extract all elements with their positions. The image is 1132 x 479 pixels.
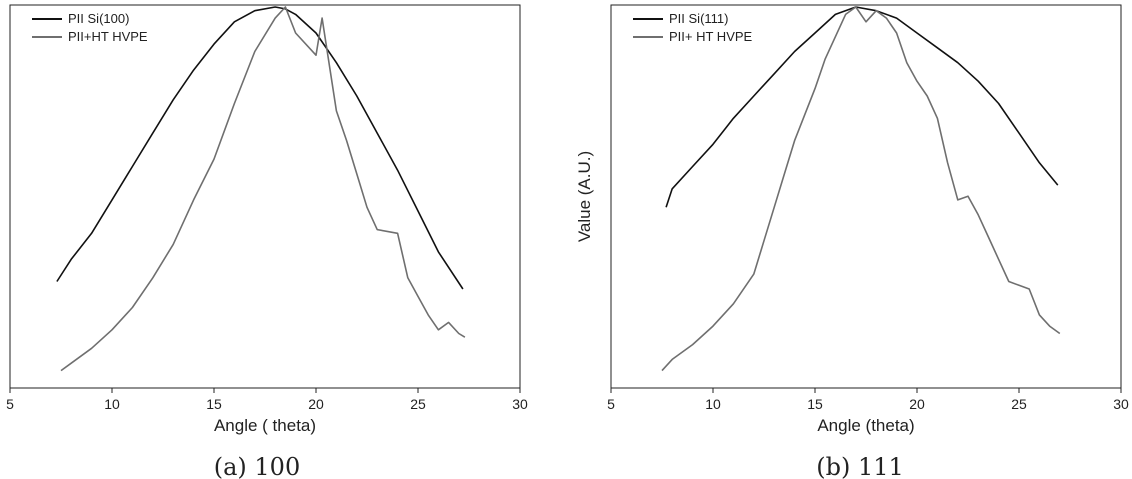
plot-frame xyxy=(9,4,521,389)
x-tick-label: 10 xyxy=(705,396,721,412)
chart-panel-a: 5 10 15 20 25 30 Angle ( theta) PII Si(100) PII+… xyxy=(6,4,528,479)
panel-caption: (b) 111 xyxy=(816,453,904,479)
x-axis-title: Angle ( theta) xyxy=(214,416,316,435)
series-line-2 xyxy=(60,6,466,372)
x-tick-label: 30 xyxy=(512,396,528,412)
series-line-2 xyxy=(661,6,1061,372)
x-tick-label: 15 xyxy=(206,396,222,412)
x-tick-label: 5 xyxy=(6,396,14,412)
legend-label: PII+ HT HVPE xyxy=(669,29,753,44)
legend-label: PII Si(100) xyxy=(68,11,129,26)
plot-frame xyxy=(610,4,1122,389)
legend-label: PII Si(111) xyxy=(669,11,728,26)
chart-panel-b: 5 10 15 20 25 30 Angle (theta) Value (A.U.) PII … xyxy=(575,4,1129,479)
panel-caption: (a) 100 xyxy=(214,453,300,479)
x-tick-label: 20 xyxy=(308,396,324,412)
x-tick-label: 25 xyxy=(1011,396,1027,412)
series-line-1 xyxy=(56,6,464,290)
x-tick-label: 15 xyxy=(807,396,823,412)
x-tick-label: 5 xyxy=(607,396,615,412)
x-tick-label: 30 xyxy=(1113,396,1129,412)
x-axis-title: Angle (theta) xyxy=(817,416,914,435)
x-tick-label: 20 xyxy=(909,396,925,412)
x-tick-label: 10 xyxy=(104,396,120,412)
legend-label: PII+HT HVPE xyxy=(68,29,148,44)
x-tick-label: 25 xyxy=(410,396,426,412)
y-axis-title: Value (A.U.) xyxy=(575,151,594,242)
